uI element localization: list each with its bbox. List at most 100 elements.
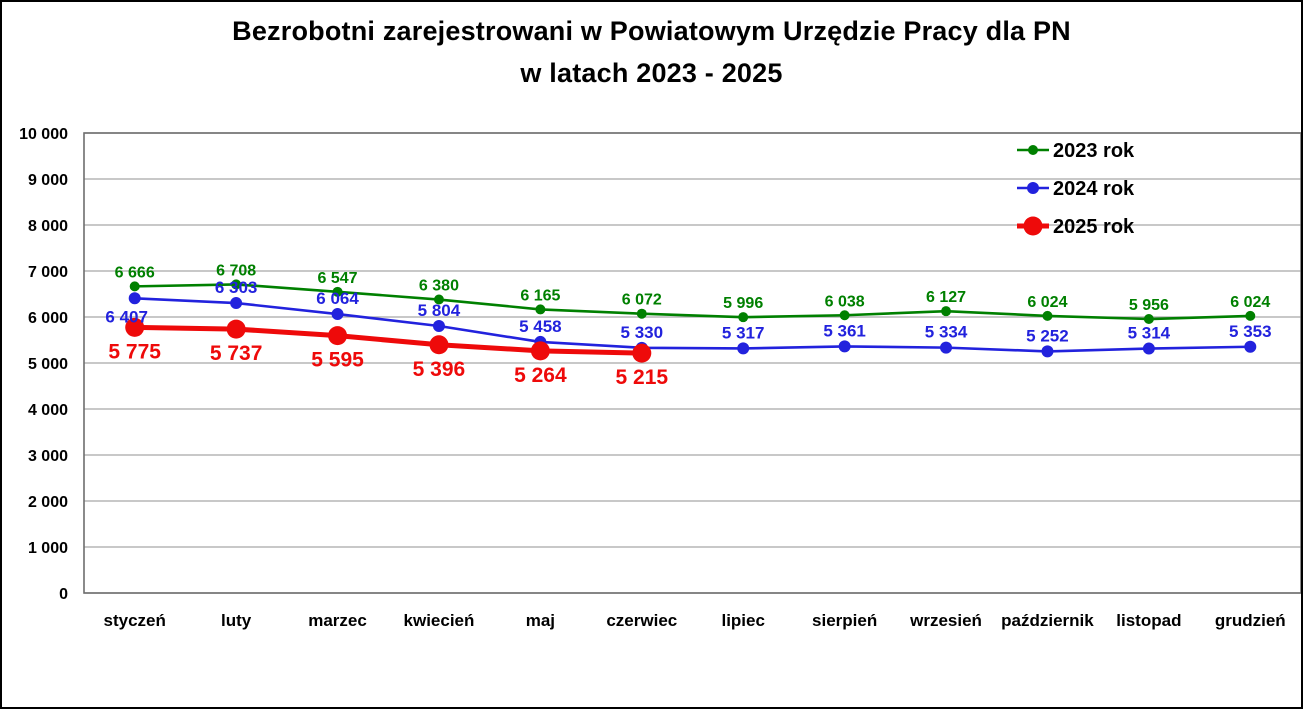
legend-label: 2025 rok bbox=[1053, 216, 1135, 238]
data-point-label-2025-rok: 5 595 bbox=[311, 349, 364, 372]
data-point-label-2023-rok: 6 024 bbox=[1230, 294, 1270, 311]
data-point-label-2023-rok: 6 380 bbox=[419, 278, 459, 295]
data-point-2023-rok bbox=[1245, 310, 1256, 321]
y-axis-tick-label: 8 000 bbox=[28, 218, 68, 235]
data-point-2023-rok bbox=[839, 310, 850, 321]
data-point-label-2025-rok: 5 396 bbox=[413, 358, 466, 381]
x-axis-label: luty bbox=[221, 611, 252, 630]
legend-marker-icon bbox=[1027, 182, 1039, 194]
y-axis-tick-label: 7 000 bbox=[28, 264, 68, 281]
series-line-2025-rok bbox=[132, 324, 645, 356]
y-axis-tick-label: 9 000 bbox=[28, 172, 68, 189]
data-point-2023-rok bbox=[1042, 310, 1053, 321]
data-point-2023-rok bbox=[535, 304, 546, 315]
data-point-2025-rok bbox=[530, 341, 550, 361]
y-axis-tick-label: 0 bbox=[59, 586, 68, 603]
legend-label: 2024 rok bbox=[1053, 178, 1135, 200]
data-point-label-2025-rok: 5 264 bbox=[514, 364, 567, 387]
x-axis-label: listopad bbox=[1116, 611, 1181, 630]
legend-marker-icon bbox=[1028, 145, 1038, 155]
legend-item-2025-rok: 2025 rok bbox=[1017, 216, 1135, 238]
data-point-label-2024-rok: 5 361 bbox=[823, 321, 866, 340]
chart-title: Bezrobotni zarejestrowani w Powiatowym U… bbox=[2, 10, 1301, 94]
data-point-2024-rok bbox=[737, 342, 750, 355]
y-axis-tick-label: 10 000 bbox=[19, 126, 68, 143]
y-axis-tick-label: 6 000 bbox=[28, 310, 68, 327]
data-point-label-2023-rok: 5 996 bbox=[723, 295, 763, 312]
x-axis-label: październik bbox=[1001, 611, 1094, 630]
chart-title-line1: Bezrobotni zarejestrowani w Powiatowym U… bbox=[232, 16, 1071, 46]
x-axis-label: grudzień bbox=[1215, 611, 1286, 630]
x-axis-label: czerwiec bbox=[606, 611, 677, 630]
data-point-label-2024-rok: 5 334 bbox=[925, 323, 968, 342]
data-point-2024-rok bbox=[128, 292, 141, 305]
data-point-label-2024-rok: 5 458 bbox=[519, 317, 562, 336]
legend-item-2024-rok: 2024 rok bbox=[1017, 178, 1135, 200]
x-axis-label: kwiecień bbox=[404, 611, 475, 630]
data-point-label-2025-rok: 5 215 bbox=[616, 366, 669, 389]
legend-item-2023-rok: 2023 rok bbox=[1017, 140, 1135, 162]
data-point-label-2023-rok: 6 165 bbox=[520, 287, 560, 304]
x-axis-label: styczeń bbox=[104, 611, 166, 630]
data-point-label-2024-rok: 6 064 bbox=[316, 289, 359, 308]
data-point-label-2024-rok: 5 314 bbox=[1128, 324, 1171, 343]
y-axis-tick-label: 2 000 bbox=[28, 494, 68, 511]
data-point-2024-rok bbox=[230, 297, 243, 310]
x-axis-label: wrzesień bbox=[909, 611, 982, 630]
legend-marker-icon bbox=[1023, 216, 1043, 236]
data-point-2025-rok bbox=[125, 317, 145, 337]
data-point-2023-rok bbox=[636, 308, 647, 319]
y-axis-tick-label: 4 000 bbox=[28, 402, 68, 419]
data-point-label-2024-rok: 5 804 bbox=[418, 301, 461, 320]
x-axis-label: lipiec bbox=[721, 611, 764, 630]
data-point-label-2023-rok: 6 038 bbox=[825, 293, 865, 310]
data-point-label-2023-rok: 6 547 bbox=[318, 270, 358, 287]
data-point-2023-rok bbox=[129, 281, 140, 292]
series-line-2024-rok bbox=[133, 296, 1252, 353]
data-point-label-2023-rok: 6 127 bbox=[926, 289, 966, 306]
y-axis-tick-label: 5 000 bbox=[28, 356, 68, 373]
data-point-label-2023-rok: 5 956 bbox=[1129, 297, 1169, 314]
data-point-label-2024-rok: 5 317 bbox=[722, 323, 765, 342]
data-point-2023-rok bbox=[332, 286, 343, 297]
legend-label: 2023 rok bbox=[1053, 140, 1135, 162]
data-point-label-2023-rok: 6 708 bbox=[216, 262, 256, 279]
data-point-label-2024-rok: 5 252 bbox=[1026, 326, 1069, 345]
data-point-2024-rok bbox=[1244, 340, 1257, 353]
data-point-2023-rok bbox=[738, 312, 749, 323]
data-point-2024-rok bbox=[432, 320, 445, 333]
data-point-label-2025-rok: 5 737 bbox=[210, 342, 263, 365]
data-point-2023-rok bbox=[941, 306, 952, 317]
data-point-2024-rok bbox=[331, 308, 344, 321]
data-point-label-2023-rok: 6 666 bbox=[115, 264, 155, 281]
data-point-label-2024-rok: 5 353 bbox=[1229, 322, 1272, 341]
x-axis-label: marzec bbox=[308, 611, 367, 630]
x-axis-label: maj bbox=[526, 611, 555, 630]
series-line-2023-rok bbox=[133, 283, 1252, 321]
data-point-2023-rok bbox=[1143, 314, 1154, 325]
data-point-label-2023-rok: 6 024 bbox=[1027, 294, 1067, 311]
data-point-label-2024-rok: 6 303 bbox=[215, 278, 258, 297]
data-point-label-2023-rok: 6 072 bbox=[622, 292, 662, 309]
data-point-2024-rok bbox=[838, 340, 851, 353]
data-point-2025-rok bbox=[429, 335, 449, 355]
x-axis-label: sierpień bbox=[812, 611, 877, 630]
data-point-2025-rok bbox=[226, 319, 246, 339]
data-point-2024-rok bbox=[1142, 342, 1155, 355]
data-point-2025-rok bbox=[632, 343, 652, 363]
data-point-2024-rok bbox=[940, 341, 953, 354]
plot-border bbox=[83, 132, 1301, 594]
data-point-label-2025-rok: 5 775 bbox=[108, 340, 161, 363]
data-point-label-2024-rok: 6 407 bbox=[105, 307, 148, 326]
data-point-label-2024-rok: 5 330 bbox=[621, 323, 664, 342]
data-point-2025-rok bbox=[328, 326, 348, 346]
y-axis-tick-label: 1 000 bbox=[28, 540, 68, 557]
y-axis-tick-label: 3 000 bbox=[28, 448, 68, 465]
data-point-2023-rok bbox=[231, 279, 242, 290]
legend: 2023 rok 2024 rok 2025 rok bbox=[1017, 140, 1135, 238]
data-point-2023-rok bbox=[433, 294, 444, 305]
chart-title-line2: w latach 2023 - 2025 bbox=[520, 58, 783, 88]
data-point-2024-rok bbox=[1041, 345, 1054, 358]
